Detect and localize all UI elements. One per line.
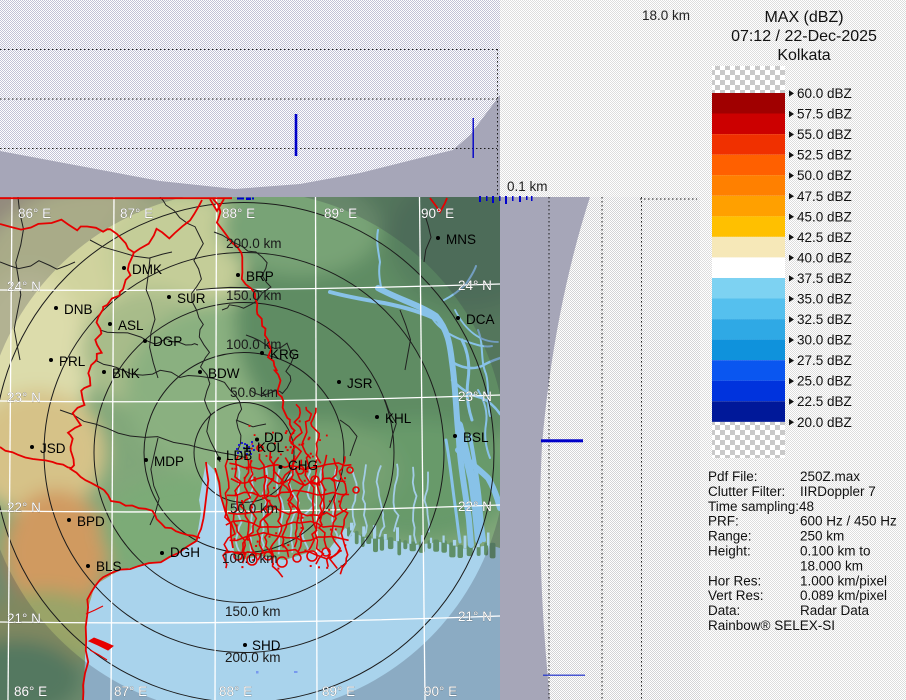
svg-text:37.5 dBZ: 37.5 dBZ <box>797 271 852 286</box>
svg-text:150.0 km: 150.0 km <box>226 288 282 303</box>
svg-text:BLS: BLS <box>96 559 122 574</box>
svg-text:JSR: JSR <box>347 376 373 391</box>
svg-text:30.0 dBZ: 30.0 dBZ <box>797 333 852 348</box>
svg-text:07:12 / 22-Dec-2025: 07:12 / 22-Dec-2025 <box>731 28 877 45</box>
svg-text:DNB: DNB <box>64 302 93 317</box>
svg-text:20.0 dBZ: 20.0 dBZ <box>797 415 852 430</box>
svg-text:SUR: SUR <box>177 291 206 306</box>
svg-text:Data:: Data: <box>708 603 740 618</box>
svg-text:60.0 dBZ: 60.0 dBZ <box>797 86 852 101</box>
svg-text:22° N: 22° N <box>7 500 41 515</box>
svg-text:DMK: DMK <box>132 262 162 277</box>
svg-text:87° E: 87° E <box>120 206 153 221</box>
svg-text:600 Hz / 450 Hz: 600 Hz / 450 Hz <box>800 514 897 529</box>
svg-text:18.0 km: 18.0 km <box>642 8 690 23</box>
svg-text:0.089 km/pixel: 0.089 km/pixel <box>800 588 887 603</box>
svg-text:250Z.max: 250Z.max <box>800 469 860 484</box>
svg-text:88° E: 88° E <box>219 684 252 699</box>
svg-text:IIRDoppler 7: IIRDoppler 7 <box>800 484 876 499</box>
svg-text:47.5 dBZ: 47.5 dBZ <box>797 189 852 204</box>
svg-text:LDB: LDB <box>226 448 252 463</box>
svg-text:MNS: MNS <box>446 232 476 247</box>
svg-text:Clutter Filter:: Clutter Filter: <box>708 484 785 499</box>
svg-text:50.0 dBZ: 50.0 dBZ <box>797 168 852 183</box>
svg-text:BDW: BDW <box>208 366 240 381</box>
svg-text:KOL: KOL <box>257 440 285 455</box>
svg-text:Time sampling:48: Time sampling:48 <box>708 499 814 514</box>
svg-text:200.0 km: 200.0 km <box>226 236 282 251</box>
svg-text:89° E: 89° E <box>324 206 357 221</box>
svg-text:90° E: 90° E <box>424 684 457 699</box>
svg-text:DCA: DCA <box>466 312 495 327</box>
svg-text:KHL: KHL <box>385 411 412 426</box>
svg-text:42.5 dBZ: 42.5 dBZ <box>797 230 852 245</box>
svg-text:23° N: 23° N <box>7 390 41 405</box>
svg-text:BNK: BNK <box>112 366 140 381</box>
svg-text:50.0 km: 50.0 km <box>230 501 278 516</box>
svg-text:Range:: Range: <box>708 529 752 544</box>
svg-text:22° N: 22° N <box>458 499 492 514</box>
svg-text:25.0 dBZ: 25.0 dBZ <box>797 374 852 389</box>
svg-text:89° E: 89° E <box>322 684 355 699</box>
svg-text:BSL: BSL <box>463 430 489 445</box>
svg-text:45.0 dBZ: 45.0 dBZ <box>797 209 852 224</box>
svg-text:CHG: CHG <box>288 458 318 473</box>
svg-text:Height:: Height: <box>708 544 751 559</box>
svg-text:MAX (dBZ): MAX (dBZ) <box>764 9 843 26</box>
svg-text:ASL: ASL <box>118 318 144 333</box>
svg-text:250 km: 250 km <box>800 529 844 544</box>
svg-text:50.0 km: 50.0 km <box>230 385 278 400</box>
svg-text:200.0 km: 200.0 km <box>225 650 281 665</box>
svg-text:40.0 dBZ: 40.0 dBZ <box>797 250 852 265</box>
svg-text:1.000 km/pixel: 1.000 km/pixel <box>800 573 887 588</box>
svg-text:88° E: 88° E <box>222 206 255 221</box>
svg-text:86° E: 86° E <box>14 684 47 699</box>
svg-text:22.5 dBZ: 22.5 dBZ <box>797 394 852 409</box>
svg-text:27.5 dBZ: 27.5 dBZ <box>797 353 852 368</box>
svg-text:DD: DD <box>264 430 284 445</box>
svg-text:BRP: BRP <box>246 269 274 284</box>
svg-text:24° N: 24° N <box>7 279 41 294</box>
svg-text:21° N: 21° N <box>458 609 492 624</box>
svg-text:18.000 km: 18.000 km <box>800 558 863 573</box>
svg-text:Kolkata: Kolkata <box>777 47 830 64</box>
svg-text:DGP: DGP <box>153 334 182 349</box>
svg-text:SHD: SHD <box>252 638 281 653</box>
svg-text:24° N: 24° N <box>458 278 492 293</box>
svg-text:57.5 dBZ: 57.5 dBZ <box>797 107 852 122</box>
svg-text:Pdf File:: Pdf File: <box>708 469 758 484</box>
svg-text:150.0 km: 150.0 km <box>225 604 281 619</box>
svg-text:JSD: JSD <box>40 441 66 456</box>
svg-text:PRL: PRL <box>59 354 86 369</box>
svg-text:DGH: DGH <box>170 545 200 560</box>
svg-text:0.100 km to: 0.100 km to <box>800 544 871 559</box>
svg-text:KRG: KRG <box>270 347 299 362</box>
svg-text:100.0 km: 100.0 km <box>226 337 282 352</box>
svg-text:87° E: 87° E <box>114 684 147 699</box>
svg-text:23° N: 23° N <box>458 389 492 404</box>
svg-text:BPD: BPD <box>77 514 105 529</box>
svg-text:52.5 dBZ: 52.5 dBZ <box>797 148 852 163</box>
svg-text:Radar Data: Radar Data <box>800 603 870 618</box>
svg-text:0.1 km: 0.1 km <box>507 179 548 194</box>
svg-text:Vert Res:: Vert Res: <box>708 588 764 603</box>
svg-text:Hor Res:: Hor Res: <box>708 573 761 588</box>
svg-text:90° E: 90° E <box>421 206 454 221</box>
svg-text:55.0 dBZ: 55.0 dBZ <box>797 127 852 142</box>
svg-text:32.5 dBZ: 32.5 dBZ <box>797 312 852 327</box>
svg-text:21° N: 21° N <box>7 611 41 626</box>
svg-text:86° E: 86° E <box>18 206 51 221</box>
svg-text:Rainbow® SELEX-SI: Rainbow® SELEX-SI <box>708 618 835 633</box>
svg-text:100.0 km: 100.0 km <box>222 551 278 566</box>
svg-text:35.0 dBZ: 35.0 dBZ <box>797 292 852 307</box>
svg-text:PRF:: PRF: <box>708 514 739 529</box>
svg-text:MDP: MDP <box>154 454 184 469</box>
